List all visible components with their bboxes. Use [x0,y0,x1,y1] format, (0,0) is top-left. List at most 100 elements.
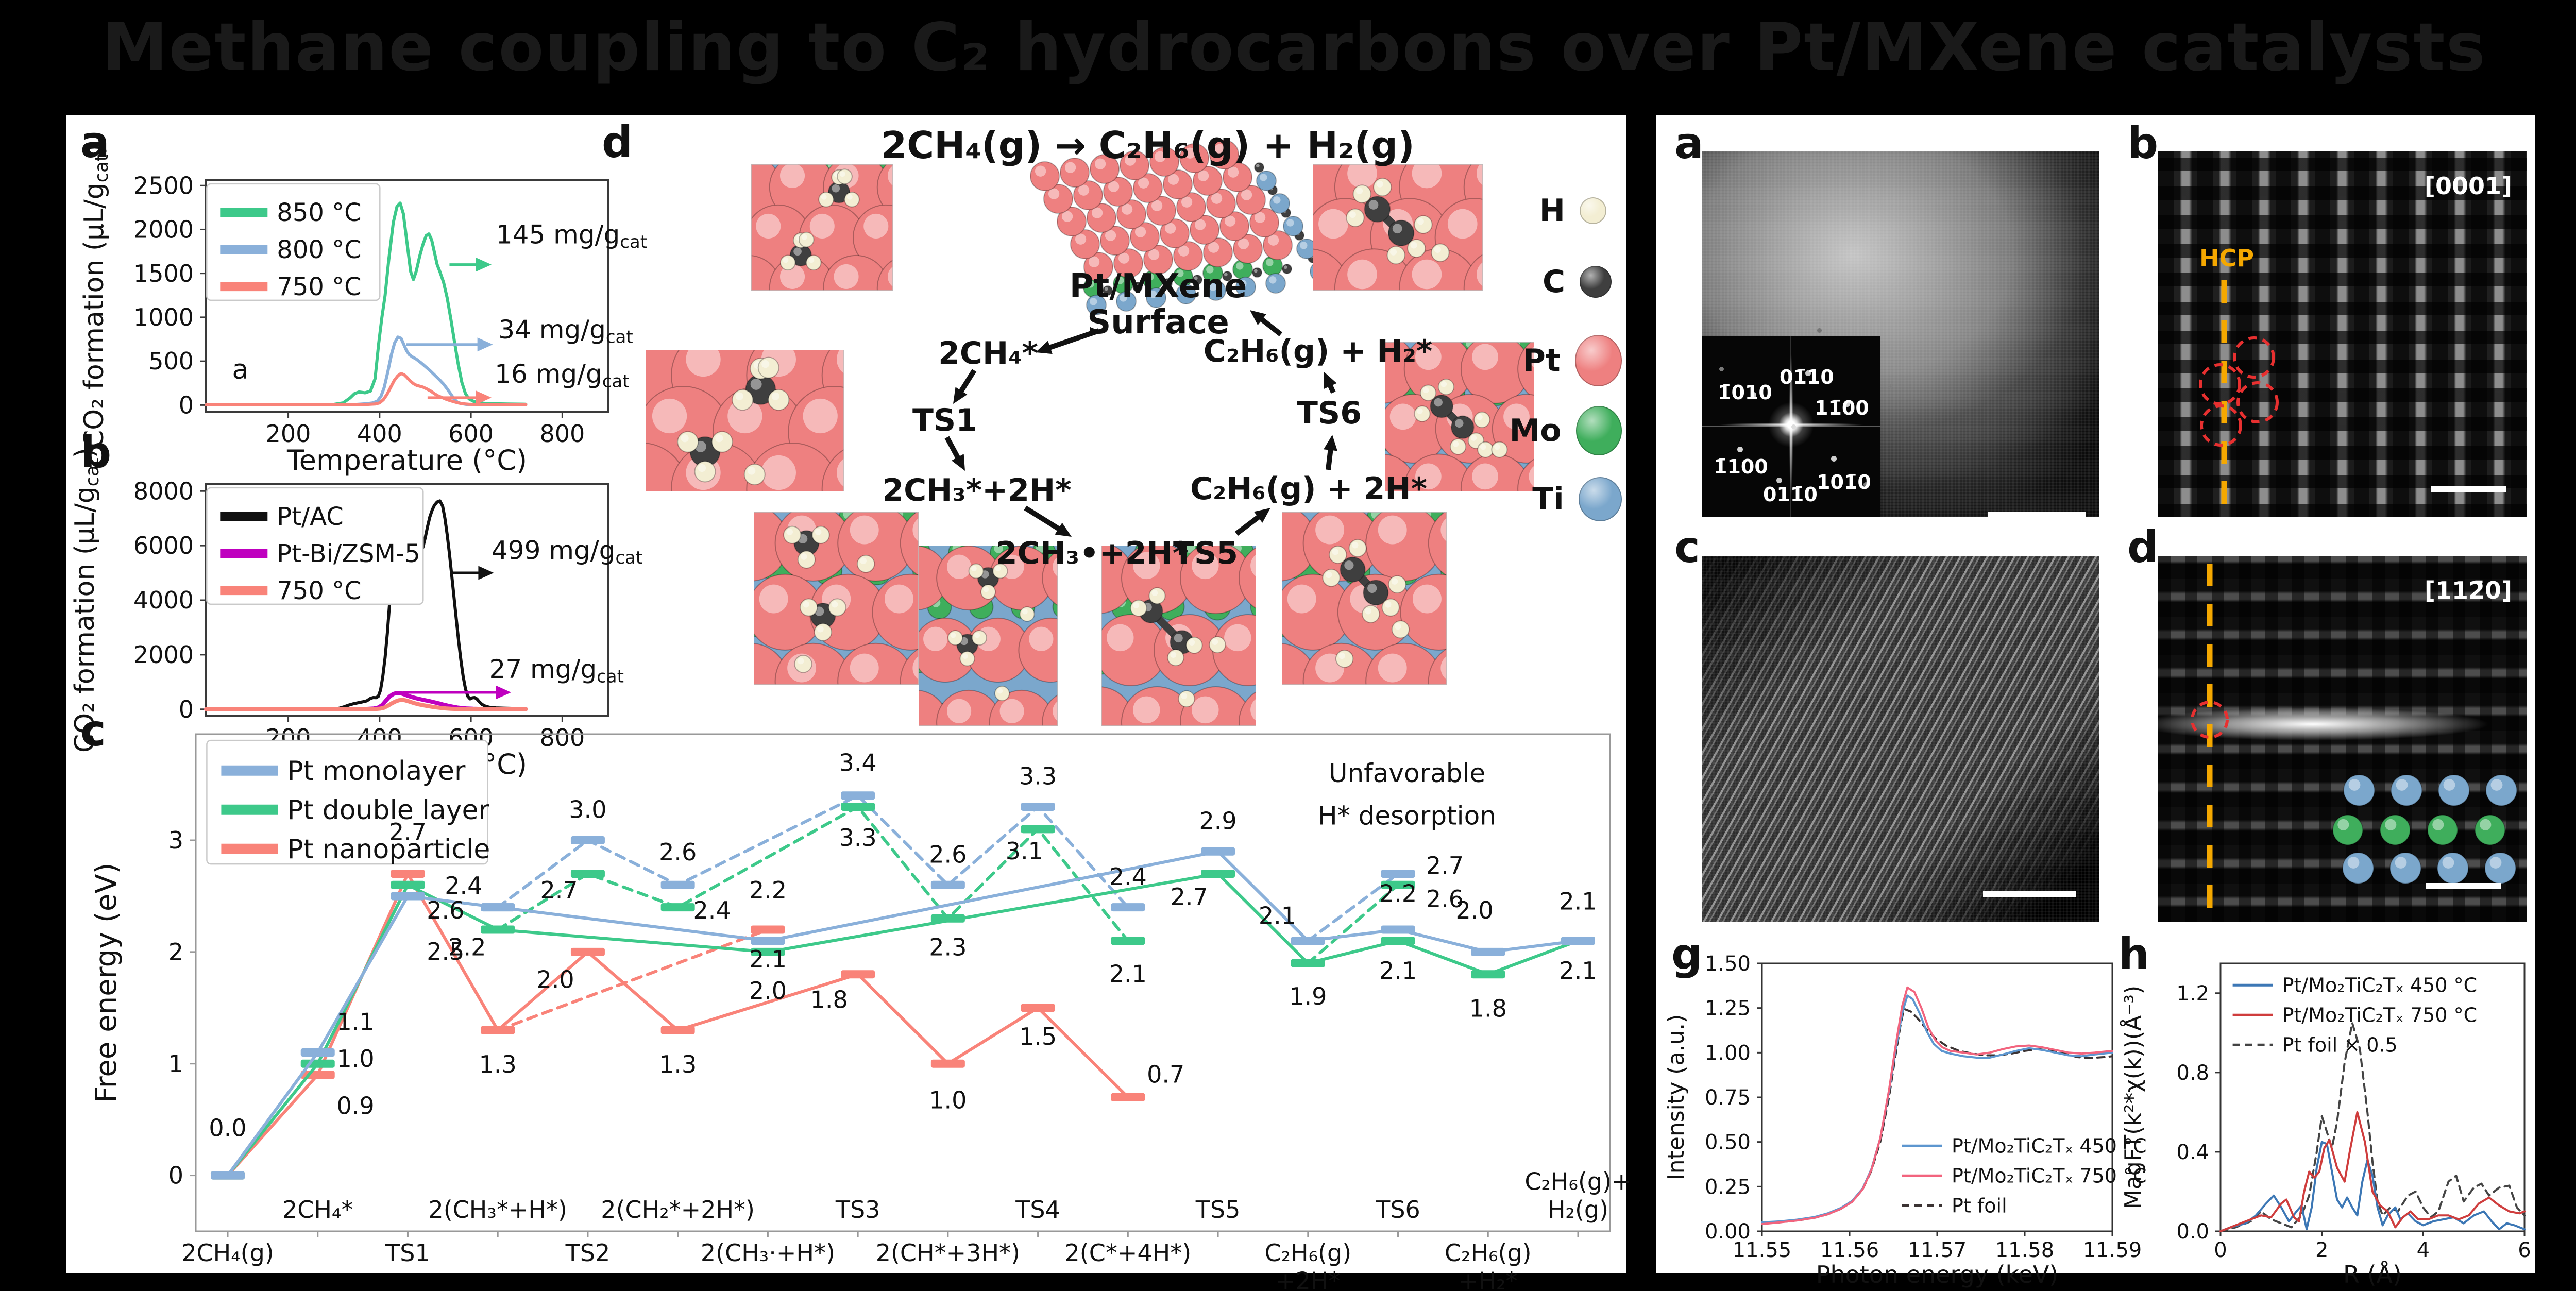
stem-d-overlay [2191,564,2517,911]
svg-text:200: 200 [266,420,311,448]
structure-thumbnail [919,546,1058,726]
atom-legend-label: Pt [1522,343,1561,379]
structure-thumbnail [754,512,919,685]
svg-text:0: 0 [179,695,194,723]
svg-text:11.57: 11.57 [1908,1238,1967,1262]
svg-text:2CH₄(g): 2CH₄(g) [181,1239,274,1267]
svg-text:Pt/Mo₂TiC₂Tₓ 450 °C: Pt/Mo₂TiC₂Tₓ 450 °C [1952,1135,2147,1158]
svg-text:1.1: 1.1 [337,1008,375,1036]
svg-text:Intensity (a.u.): Intensity (a.u.) [1663,1014,1689,1181]
svg-text:2(CH₃*+H*): 2(CH₃*+H*) [428,1196,567,1224]
panel-label-d: d [2127,522,2159,572]
svg-text:6000: 6000 [133,532,194,559]
svg-text:2.1: 2.1 [1109,960,1147,988]
svg-text:1500: 1500 [133,260,194,287]
svg-text:2.7: 2.7 [540,876,578,904]
svg-text:2.4: 2.4 [693,896,731,924]
svg-text:2.2: 2.2 [749,876,787,904]
svg-text:1000: 1000 [133,303,194,331]
svg-text:2.7: 2.7 [389,818,427,846]
chart-exafs: 0.0 0.4 0.8 1.2 0 2 4 6 MagFT(k²*χ(k))(Å⁻³) R (Å)… [2119,962,2531,1288]
svg-text:11.58: 11.58 [1995,1238,2055,1262]
svg-text:499 mg/gcat: 499 mg/gcat [492,536,642,569]
atom-legend-item-Mo: Mo [1509,406,1622,455]
atom-legend-item-H: H [1509,193,1622,229]
svg-text:2.1: 2.1 [1559,957,1597,984]
svg-text:R (Å): R (Å) [2343,1261,2402,1288]
fft-label-4: 011̄0 [1763,483,1818,506]
svg-text:2.1: 2.1 [1559,887,1597,915]
svg-text:2.0: 2.0 [749,977,787,1005]
svg-text:0.4: 0.4 [2176,1141,2209,1164]
svg-text:2.7: 2.7 [1171,883,1208,911]
svg-text:750 °C: 750 °C [277,273,361,301]
orientation-label-0001: [0001] [2424,172,2512,200]
svg-text:0: 0 [2214,1238,2227,1262]
cycle-label-c2h6-h2star: C₂H₆(g) + H₂* [1203,333,1433,369]
svg-text:2.1: 2.1 [1259,902,1296,930]
svg-text:27 mg/gcat: 27 mg/gcat [489,654,624,687]
atom-legend-item-Pt: Pt [1509,335,1622,386]
scale-bar [2426,883,2501,889]
svg-text:2.4: 2.4 [445,872,482,899]
fft-label-5: 101̄0 [1817,471,1871,494]
svg-text:400: 400 [357,420,402,448]
svg-text:1.5: 1.5 [1019,1023,1057,1050]
reaction-cycle-graphic [646,140,1534,726]
svg-text:CO₂ formation (µL/gcat): CO₂ formation (µL/gcat) [79,144,112,449]
pt-atom-circle [2233,336,2275,379]
svg-text:800: 800 [539,420,585,448]
atom-legend-label: C [1542,264,1565,300]
svg-text:0: 0 [168,1162,183,1190]
svg-text:800 °C: 800 °C [277,235,361,264]
svg-text:C₂H₆(g): C₂H₆(g) [1264,1239,1351,1267]
svg-text:0.9: 0.9 [337,1092,375,1119]
surface-label-line2: Surface [1087,303,1229,342]
svg-text:800: 800 [539,724,585,752]
panel-left: a b c d 0 500 1000 1500 2000 2500 200 400 600 800… [66,115,1632,1291]
svg-text:2000: 2000 [133,216,194,244]
svg-text:34 mg/gcat: 34 mg/gcat [498,315,633,348]
atom-legend-swatch-C [1580,266,1612,298]
stem-image-a: 1̄010 01̄10 11̄00 1̄100 011̄0 101̄0 [1702,151,2099,517]
svg-text:11.59: 11.59 [2083,1238,2142,1262]
svg-text:2.1: 2.1 [1379,957,1417,984]
atom-legend-label: Ti [1532,481,1564,517]
svg-text:2.5: 2.5 [427,938,464,965]
svg-text:Pt nanoparticle: Pt nanoparticle [287,834,490,865]
cycle-label-c2h6-2h: C₂H₆(g) + 2H* [1190,471,1427,507]
svg-text:0: 0 [179,391,194,419]
panel-label-b: b [80,427,112,478]
svg-text:TS1: TS1 [385,1239,430,1267]
svg-text:1.3: 1.3 [659,1050,697,1078]
svg-text:MagFT(k²*χ(k))(Å⁻³): MagFT(k²*χ(k))(Å⁻³) [2119,986,2146,1209]
stem-image-d: [112̄0] [2158,556,2527,922]
svg-text:1.0: 1.0 [337,1045,375,1073]
svg-text:850 °C: 850 °C [277,198,361,227]
svg-text:Pt double layer: Pt double layer [287,795,489,826]
structure-thumbnail [1385,342,1534,491]
chart-co2-formation-a: 0 500 1000 1500 2000 2500 200 400 600 800 CO₂ form… [79,144,647,477]
svg-text:4000: 4000 [133,586,194,614]
svg-text:TS4: TS4 [1015,1196,1060,1224]
svg-text:TS6: TS6 [1375,1196,1420,1224]
surface-label-line1: Pt/MXene [1069,267,1247,305]
svg-text:3.4: 3.4 [839,749,877,777]
svg-text:2.6: 2.6 [659,838,697,866]
svg-text:2.2: 2.2 [1379,879,1417,907]
svg-text:CO₂ formation (µL/gcat): CO₂ formation (µL/gcat) [70,448,103,753]
atom-legend-swatch-H [1580,197,1606,224]
svg-text:H₂(g): H₂(g) [1548,1196,1608,1224]
svg-text:6: 6 [2518,1238,2531,1262]
fft-label-3: 1̄100 [1714,455,1768,478]
svg-text:0.0: 0.0 [2176,1220,2209,1244]
svg-text:3.0: 3.0 [569,796,606,824]
structure-thumbnail [1101,546,1256,726]
svg-text:a: a [232,354,249,385]
svg-text:600: 600 [448,420,494,448]
svg-text:Temperature (°C): Temperature (°C) [286,444,527,477]
svg-text:1.8: 1.8 [810,986,848,1013]
svg-text:2(CH*+3H*): 2(CH*+3H*) [876,1239,1020,1267]
svg-text:1.3: 1.3 [479,1050,517,1078]
